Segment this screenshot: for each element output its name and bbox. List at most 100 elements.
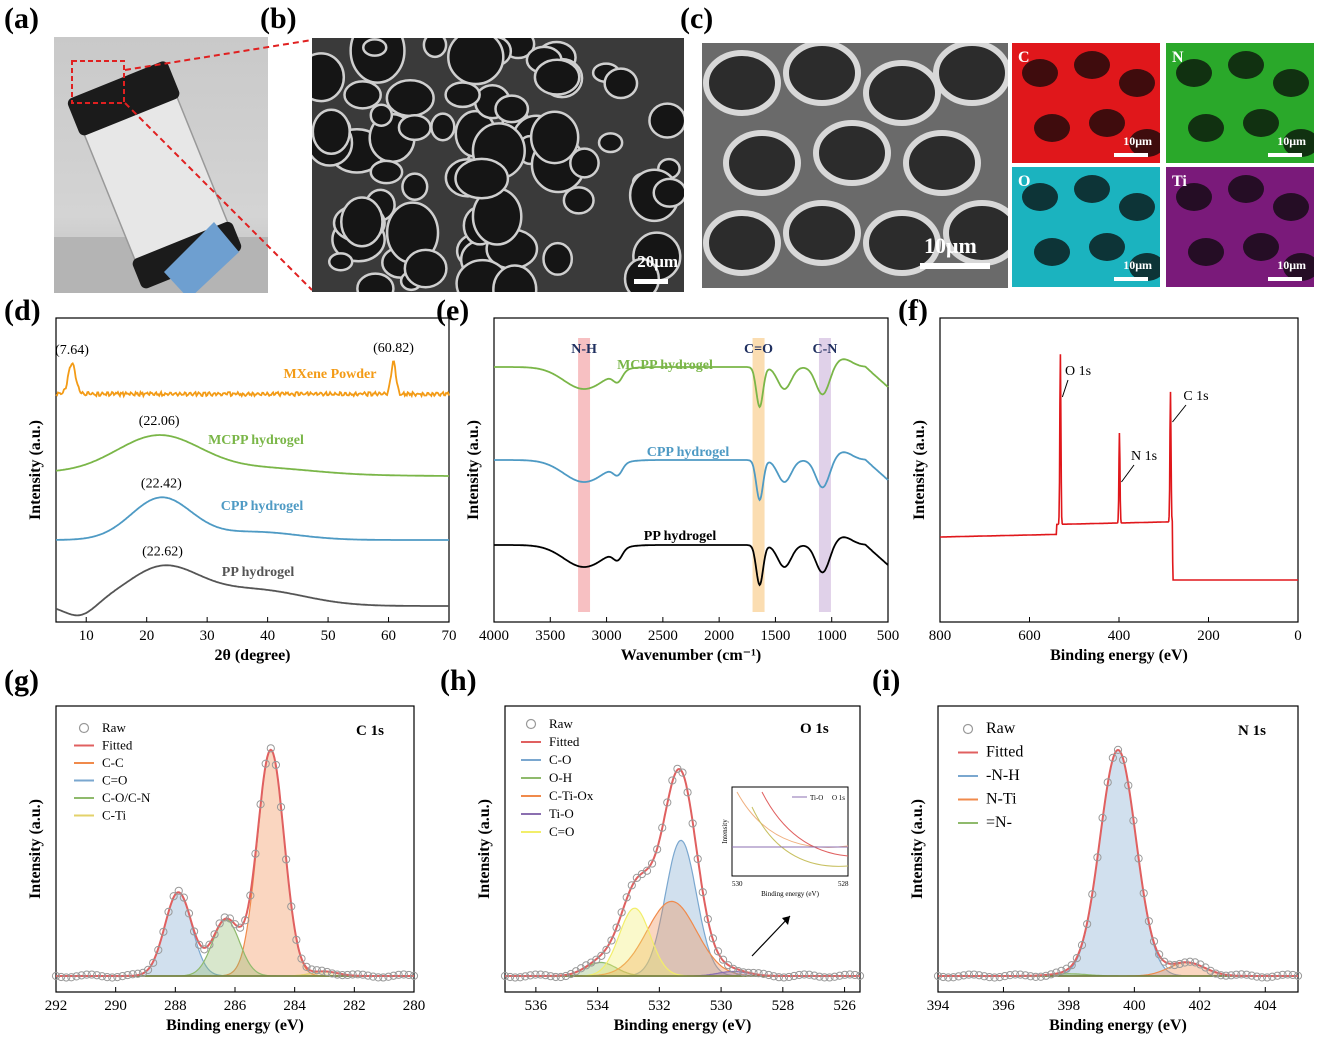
raw-point	[1021, 971, 1030, 980]
raw-point	[87, 970, 96, 979]
pore	[343, 80, 382, 110]
xrd-series-line	[55, 434, 449, 477]
legend-label: Fitted	[549, 734, 580, 749]
x-tick-label: 536	[525, 998, 548, 1014]
x-tick-label: 282	[343, 998, 366, 1014]
raw-point	[1119, 755, 1128, 765]
raw-point	[97, 972, 107, 981]
raw-point	[169, 892, 178, 901]
inset-arrow	[751, 915, 791, 957]
raw-point	[159, 927, 168, 936]
x-axis-label: 2θ (degree)	[214, 647, 290, 664]
xrd-series-line	[55, 564, 449, 617]
legend-label: =N-	[986, 814, 1012, 831]
raw-point	[815, 972, 824, 981]
series-label: MXene Powder	[284, 367, 377, 382]
pore	[569, 147, 600, 179]
raw-point	[312, 966, 321, 975]
band-label: C-N	[813, 342, 838, 357]
panel-label-i: (i)	[872, 664, 901, 697]
raw-point	[1283, 970, 1292, 979]
raw-point	[985, 973, 994, 982]
raw-point	[149, 958, 158, 967]
pore	[1089, 233, 1125, 261]
element-map-pores	[1022, 175, 1160, 281]
raw-point	[1093, 853, 1102, 862]
raw-point	[1206, 966, 1215, 975]
band-highlight	[752, 338, 765, 612]
raw-point	[200, 945, 209, 954]
raw-point	[521, 972, 530, 981]
pore	[783, 200, 861, 266]
raw-point	[1242, 970, 1251, 979]
raw-point	[703, 914, 712, 924]
x-axis-label: Binding energy (eV)	[1050, 647, 1188, 664]
x-tick-label: 286	[224, 998, 247, 1014]
raw-point	[734, 966, 743, 976]
panel-label-g: (g)	[4, 664, 39, 697]
y-axis-label: Intensity (a.u.)	[465, 420, 482, 520]
raw-point	[612, 923, 621, 932]
raw-point	[333, 970, 342, 979]
raw-point	[855, 971, 865, 980]
raw-point	[810, 971, 819, 980]
raw-point	[1273, 971, 1282, 980]
raw-point	[210, 930, 219, 939]
pore	[1228, 175, 1264, 203]
raw-point	[328, 969, 337, 978]
legend-label: O-H	[549, 770, 572, 785]
raw-point	[282, 855, 291, 864]
panel-label-f: (f)	[898, 294, 928, 327]
x-tick-label: 0	[1294, 628, 1302, 644]
x-tick-label: 1000	[817, 628, 847, 644]
raw-point	[779, 973, 789, 982]
raw-point	[1124, 781, 1133, 790]
x-tick-label: 400	[1123, 998, 1146, 1014]
raw-point	[118, 972, 127, 981]
element-map-pores	[1176, 175, 1314, 281]
pore	[703, 50, 781, 116]
x-tick-label: 10	[79, 628, 94, 644]
raw-point	[1288, 970, 1297, 980]
raw-point	[103, 973, 112, 982]
series-label: CPP hydrogel	[221, 499, 304, 514]
raw-point	[954, 972, 963, 981]
pore	[1129, 253, 1160, 281]
raw-point	[744, 968, 753, 977]
pore	[494, 94, 530, 124]
raw-point	[399, 970, 408, 979]
raw-point	[678, 768, 687, 777]
pore	[903, 130, 981, 196]
x-tick-label: 280	[403, 998, 426, 1014]
raw-point	[276, 802, 286, 812]
raw-point	[154, 945, 163, 955]
raw-point	[220, 913, 229, 922]
panel-label-c: (c)	[680, 2, 714, 35]
raw-point	[374, 973, 383, 982]
sem-image-c: 10μm	[702, 43, 1008, 288]
raw-point	[769, 972, 778, 981]
raw-point	[582, 961, 591, 970]
raw-point	[683, 788, 692, 797]
raw-point	[949, 973, 958, 982]
raw-point	[1031, 972, 1040, 981]
raw-point	[1175, 959, 1184, 969]
raw-point	[404, 970, 413, 980]
legend-label: -N-H	[986, 767, 1020, 784]
raw-point	[246, 891, 255, 900]
legend-marker	[525, 718, 537, 730]
raw-point	[292, 935, 301, 944]
raw-point	[271, 760, 281, 770]
raw-point	[67, 973, 76, 982]
raw-point	[944, 973, 953, 982]
raw-point	[835, 971, 844, 980]
pore	[454, 157, 510, 200]
vial-drawing	[54, 60, 268, 293]
legend-label: C-Ti	[102, 808, 126, 823]
raw-point	[673, 764, 682, 773]
band-highlight	[818, 338, 831, 612]
element-map-label: C	[1018, 49, 1030, 66]
raw-point	[789, 971, 799, 981]
element-map-scale-bar	[1268, 153, 1302, 157]
pore	[652, 177, 684, 208]
